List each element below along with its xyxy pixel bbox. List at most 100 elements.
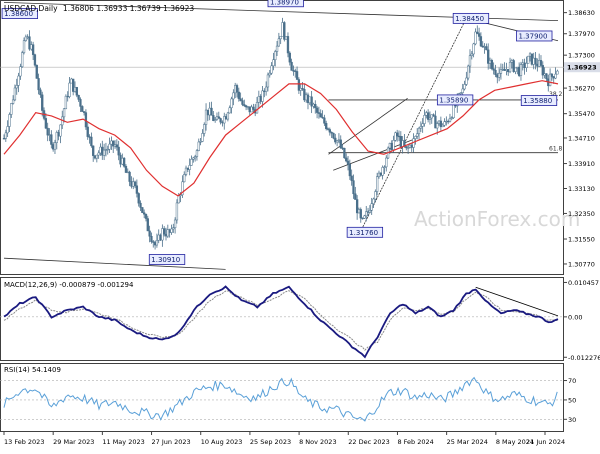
candle-body	[161, 228, 164, 241]
candle-body	[448, 117, 452, 122]
candle-body	[66, 95, 69, 98]
candle-body	[104, 149, 108, 151]
candle-body	[556, 70, 559, 75]
candle-body	[288, 52, 291, 63]
candle-body	[487, 49, 490, 64]
candle-body	[239, 98, 242, 101]
candle-body	[163, 228, 166, 235]
candle-body	[110, 140, 113, 145]
price-tick-label: 1.38630	[568, 9, 595, 17]
candle-body	[153, 242, 157, 246]
rsi-panel-frame	[0, 363, 564, 432]
candle-body	[337, 139, 341, 141]
candle-body	[6, 126, 9, 134]
price-annotation-label: 1.37900	[519, 32, 548, 40]
candle-body	[172, 227, 175, 230]
candle-body	[143, 212, 146, 215]
candle-body	[479, 36, 483, 47]
macd-trendline	[475, 286, 559, 317]
candle-body	[508, 61, 512, 73]
candle-body	[510, 60, 514, 63]
candle-body	[361, 217, 364, 220]
candle-body	[321, 116, 324, 119]
rsi-grid	[0, 380, 564, 420]
price-annotation-label: 1.35880	[523, 97, 552, 105]
price-annotation-box	[436, 94, 474, 106]
price-axis: 1.38630 1.37970 1.37300 1.36270 1.35470 1.347…	[564, 9, 600, 268]
candle-body	[323, 117, 326, 124]
candle-body	[95, 154, 98, 159]
candle-body	[246, 106, 250, 108]
candle-body	[312, 103, 315, 107]
candle-body	[543, 73, 546, 76]
candle-body	[39, 89, 42, 96]
candle-body	[436, 123, 439, 129]
candle-body	[279, 35, 282, 40]
candle-body	[345, 157, 348, 162]
candle-body	[195, 150, 199, 157]
candle-body	[244, 105, 248, 108]
candle-body	[130, 181, 133, 187]
candle-body	[277, 38, 281, 47]
time-tick-label: 27 Jun 2023	[152, 438, 191, 446]
candle-body	[168, 229, 171, 233]
time-tick-label: 22 Dec 2023	[348, 438, 390, 446]
price-annotation-box	[516, 30, 553, 42]
candle-body	[170, 228, 173, 233]
candle-body	[234, 85, 237, 94]
candle-body	[534, 57, 537, 65]
current-price-tag	[564, 62, 600, 73]
time-tick-label: 8 May 2024	[496, 438, 534, 446]
macd-divergence-line	[475, 286, 559, 317]
candle-body	[366, 211, 370, 213]
candle-body	[206, 109, 210, 116]
candle-body	[326, 128, 330, 130]
candle-body	[72, 78, 75, 92]
candle-body	[501, 68, 504, 71]
candle-body	[530, 53, 534, 65]
price-annotation-label: 1.30910	[151, 256, 180, 264]
price-annotation-box	[452, 12, 490, 24]
candle-body	[519, 64, 523, 76]
candle-body	[46, 127, 49, 136]
candle-body	[354, 193, 357, 200]
price-tick-label: 1.37970	[568, 30, 595, 38]
candle-body	[554, 73, 557, 79]
candle-body	[59, 124, 62, 137]
candle-body	[452, 103, 455, 119]
candle-body	[252, 106, 255, 110]
candle-body	[301, 88, 304, 90]
rsi-line	[3, 376, 558, 422]
candle-body	[15, 85, 18, 89]
candle-body	[363, 215, 366, 219]
candle-body	[82, 111, 86, 113]
candle-body	[126, 171, 129, 174]
candle-body	[93, 155, 97, 159]
candle-body	[370, 203, 373, 211]
candle-body	[459, 92, 463, 94]
candle-body	[397, 135, 401, 138]
candle-body	[90, 136, 93, 147]
candle-body	[348, 164, 352, 177]
candle-body	[13, 87, 17, 101]
price-annotations: 1.38600 1.30910 1.38970 1.31760 1.38450 1.358…	[1, 0, 558, 265]
candle-body	[381, 167, 384, 176]
candle-body	[48, 134, 51, 136]
candle-body	[284, 36, 288, 40]
macd-tick-label: 0.010457	[568, 279, 599, 287]
price-tick-label: 1.34710	[568, 134, 595, 142]
candle-body	[281, 22, 284, 37]
time-axis: 13 Feb 2023 29 Mar 2023 11 May 2023 27 Jun …	[3, 432, 565, 446]
candle-body	[428, 117, 432, 120]
candle-body	[330, 131, 333, 134]
candle-body	[416, 133, 419, 137]
candle-body	[499, 69, 503, 74]
candle-body	[219, 118, 222, 123]
candle-body	[488, 60, 492, 64]
macd-tick-label: -0.012276	[568, 354, 600, 362]
candle-body	[275, 45, 279, 52]
rsi-title: RSI(14) 54.1409	[4, 366, 61, 374]
candle-body	[157, 234, 160, 241]
ohlc-label: 1.36806 1.36933 1.36739 1.36923	[63, 4, 194, 13]
candle-body	[268, 72, 271, 76]
